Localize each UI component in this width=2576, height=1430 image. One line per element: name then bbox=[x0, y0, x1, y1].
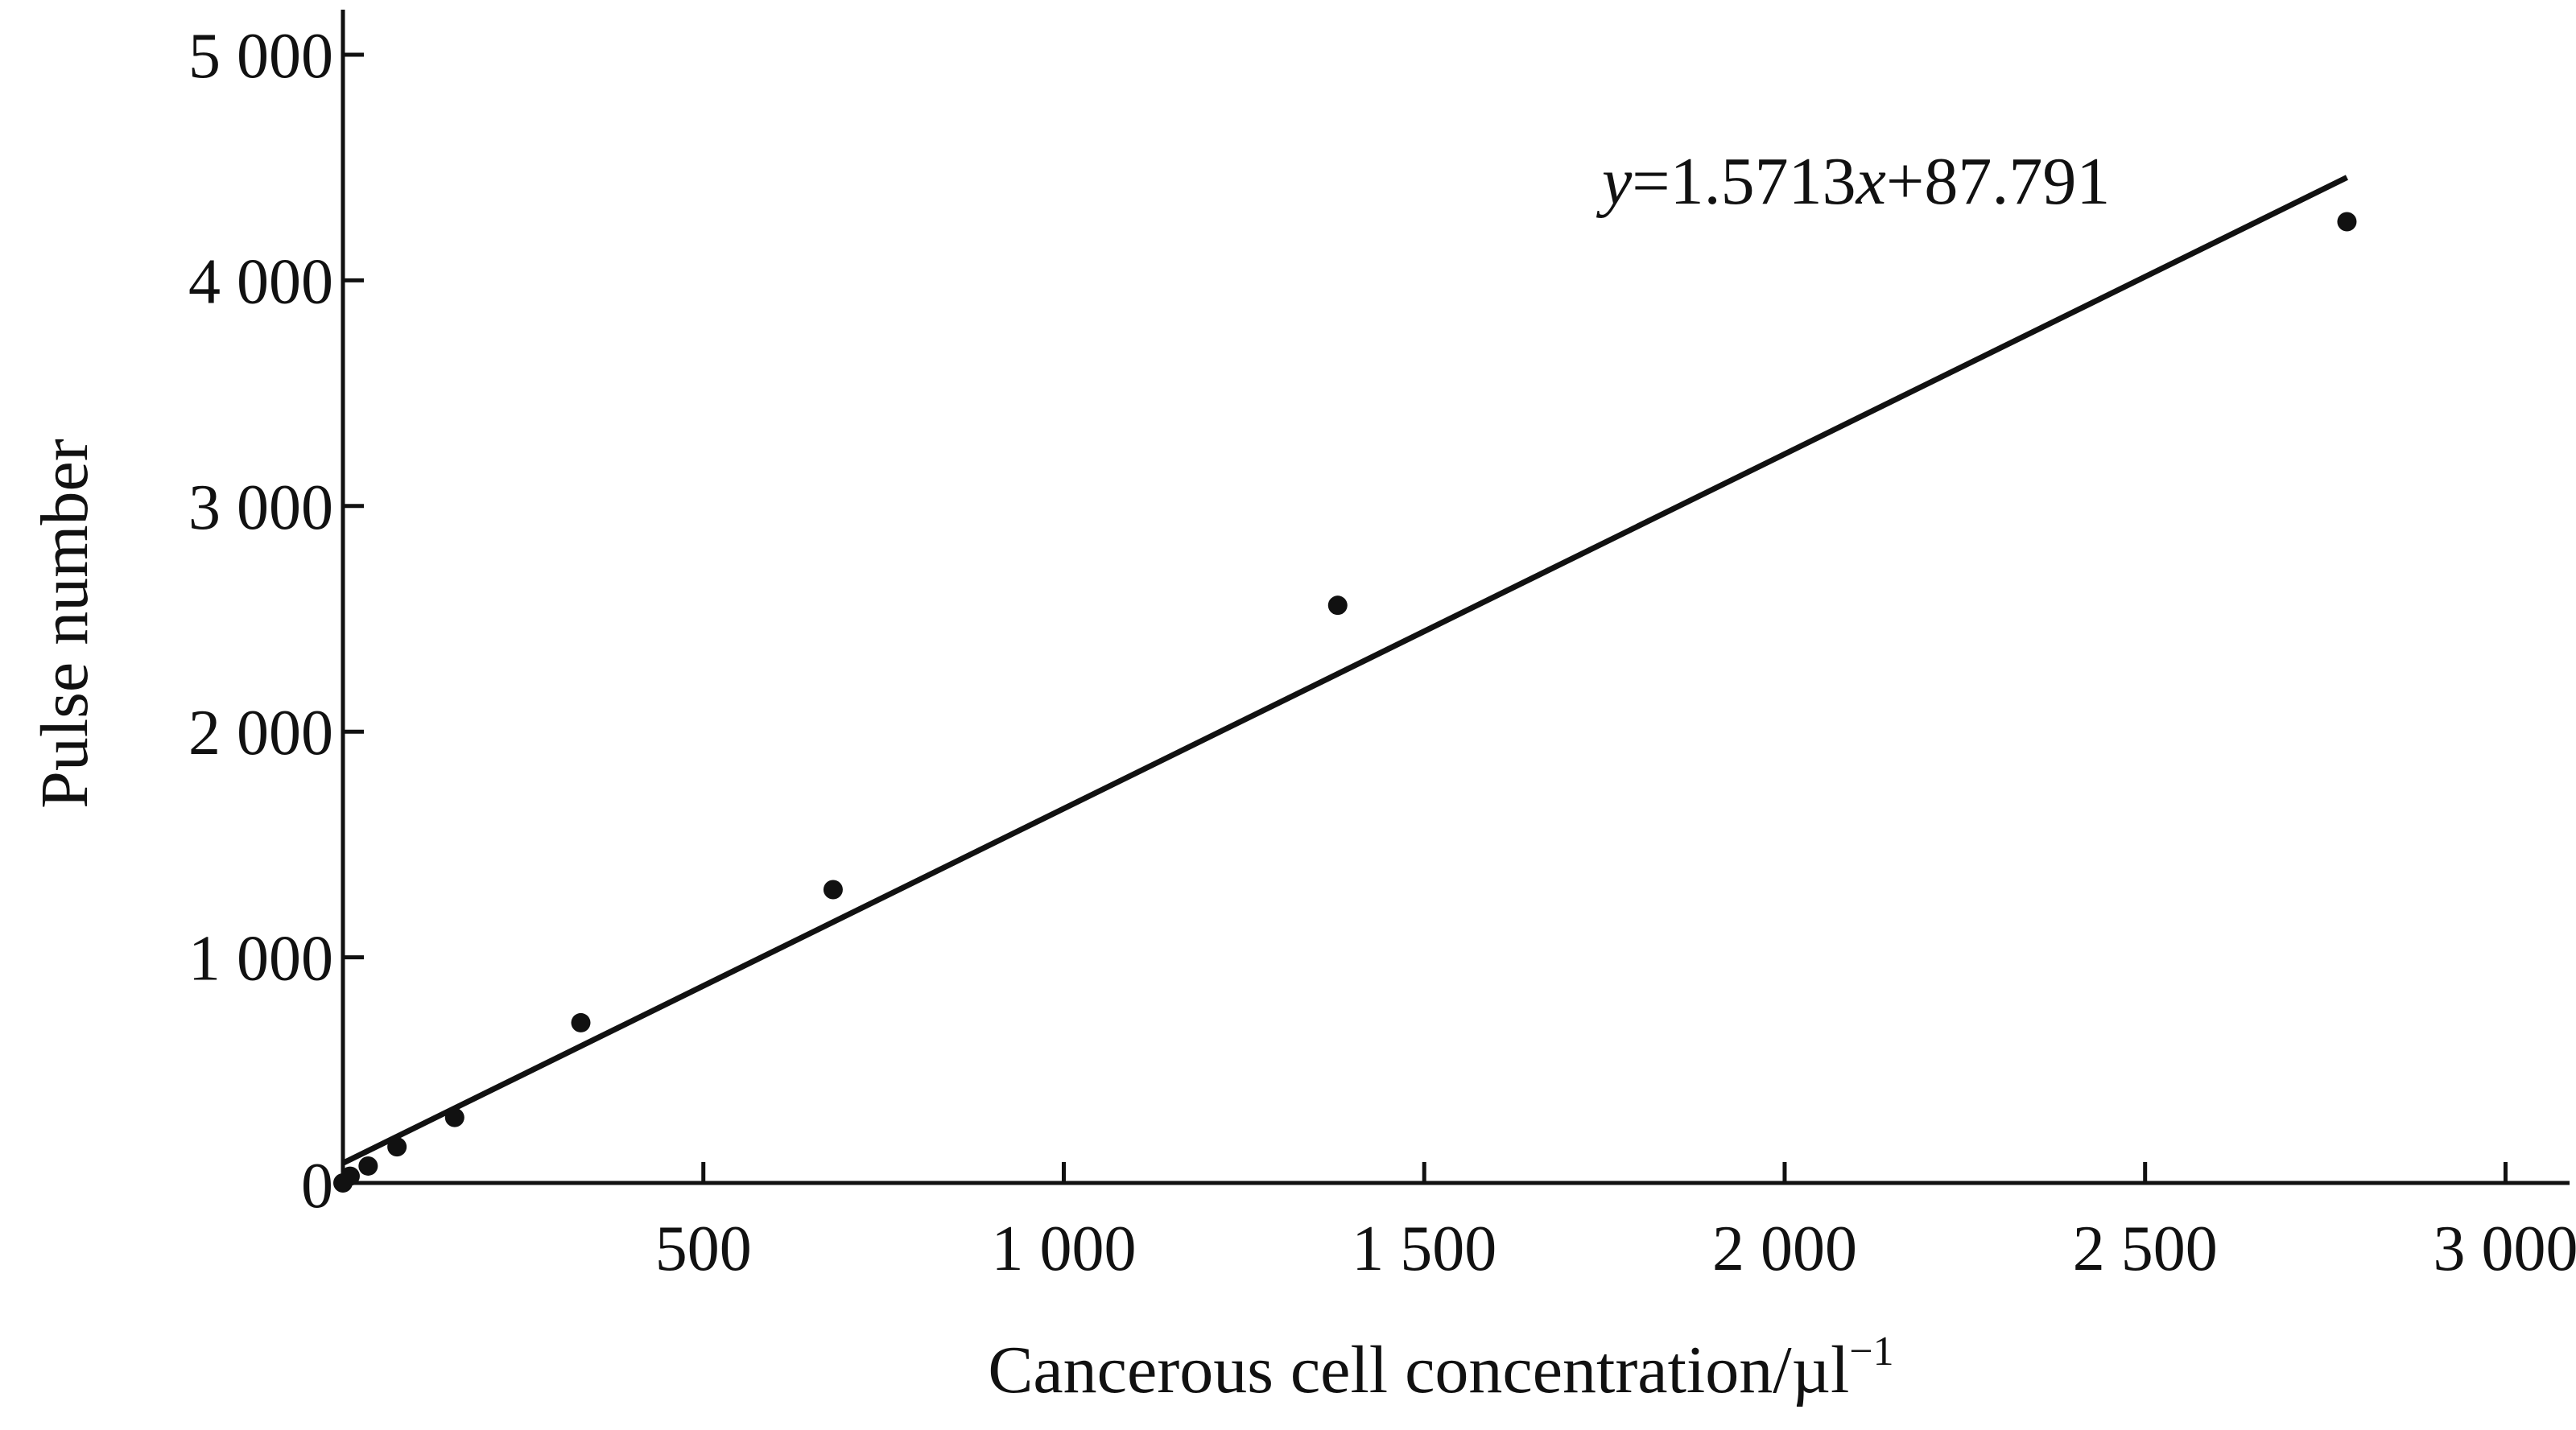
y-tick-label: 0 bbox=[301, 1151, 333, 1222]
y-axis-label: Pulse number bbox=[27, 439, 102, 809]
x-tick-label: 2 500 bbox=[2073, 1214, 2218, 1284]
x-axis-label: Cancerous cell concentration/µl−1 bbox=[988, 1329, 1893, 1407]
data-point bbox=[823, 880, 843, 900]
data-point bbox=[1327, 595, 1348, 616]
labels: Cancerous cell concentration/µl−1 Pulse … bbox=[27, 144, 2110, 1407]
y-tick-label: 5 000 bbox=[188, 21, 333, 92]
data-point bbox=[444, 1107, 464, 1127]
y-tick-label: 1 000 bbox=[188, 924, 333, 995]
y-ticks: 0 1 000 2 000 3 000 4 000 5 000 bbox=[188, 21, 364, 1222]
y-tick-label: 4 000 bbox=[188, 246, 333, 317]
y-tick-label: 2 000 bbox=[188, 698, 333, 769]
x-tick-label: 3 000 bbox=[2433, 1214, 2576, 1284]
fit-line-group bbox=[341, 175, 2348, 1166]
data-point bbox=[571, 1012, 591, 1032]
axes bbox=[341, 10, 2570, 1185]
data-point bbox=[358, 1156, 378, 1176]
x-tick-label: 500 bbox=[655, 1214, 752, 1284]
fit-equation-label: y=1.5713x+87.791 bbox=[1596, 144, 2110, 219]
fit-line bbox=[341, 175, 2348, 1166]
data-point bbox=[387, 1137, 407, 1157]
data-point bbox=[340, 1166, 360, 1186]
x-tick-label: 1 500 bbox=[1352, 1214, 1496, 1284]
x-ticks: 500 1 000 1 500 2 000 2 500 3 000 bbox=[655, 1162, 2576, 1284]
data-points bbox=[333, 212, 2357, 1193]
x-tick-label: 1 000 bbox=[991, 1214, 1136, 1284]
data-point bbox=[2337, 212, 2357, 232]
x-tick-label: 2 000 bbox=[1712, 1214, 1857, 1284]
y-tick-label: 3 000 bbox=[188, 472, 333, 543]
